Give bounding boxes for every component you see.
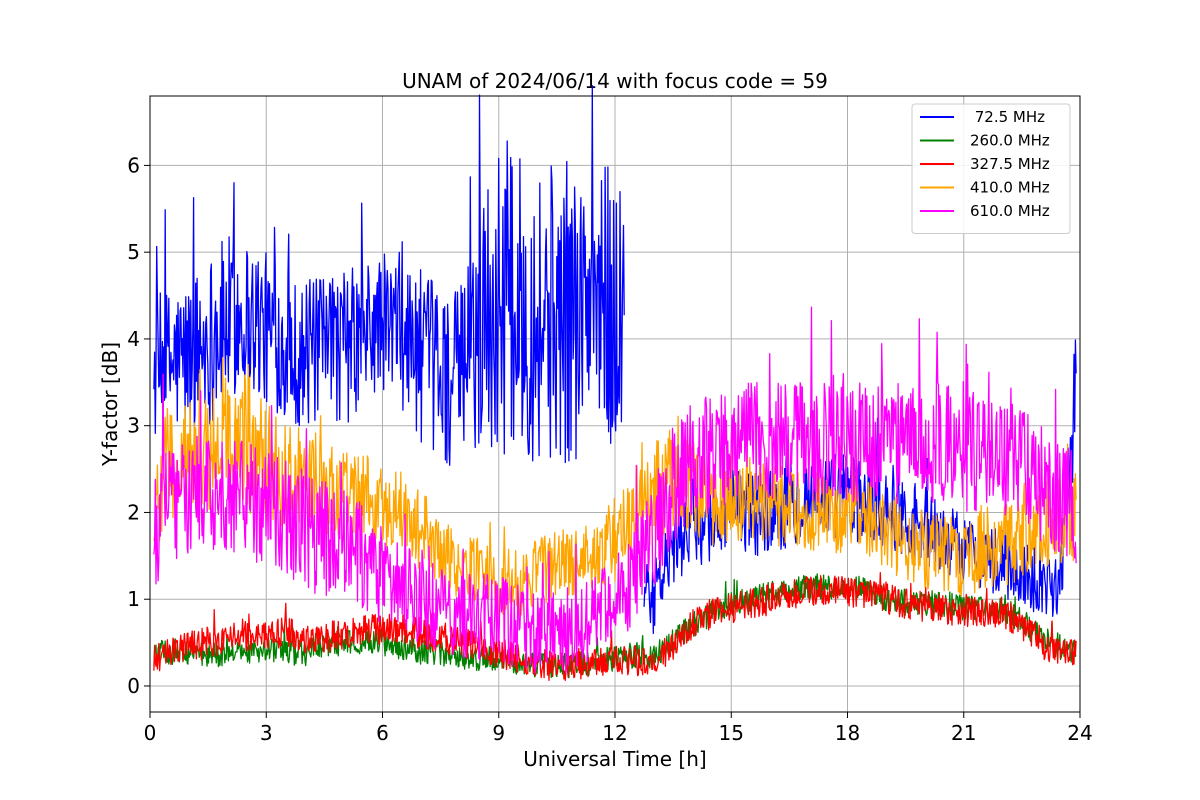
x-tick-label: 12 xyxy=(602,721,627,745)
series-layer xyxy=(153,85,1077,682)
y-tick-label: 0 xyxy=(127,674,140,698)
legend-label: 260.0 MHz xyxy=(970,132,1050,150)
x-tick-label: 0 xyxy=(144,721,157,745)
y-tick-label: 6 xyxy=(127,153,140,177)
y-axis: 0 1 2 3 4 5 6 xyxy=(127,153,150,698)
x-tick-label: 9 xyxy=(492,721,505,745)
legend-label: 72.5 MHz xyxy=(970,108,1045,126)
x-tick-label: 15 xyxy=(719,721,744,745)
legend: 72.5 MHz 260.0 MHz 327.5 MHz 410.0 MHz 610.0… xyxy=(911,103,1071,234)
y-tick-label: 1 xyxy=(127,587,140,611)
legend-label: 610.0 MHz xyxy=(970,202,1050,220)
legend-box xyxy=(911,103,1071,234)
x-tick-label: 21 xyxy=(951,721,976,745)
legend-label: 410.0 MHz xyxy=(970,179,1050,197)
x-tick-label: 6 xyxy=(376,721,389,745)
series-line xyxy=(153,571,1077,682)
y-tick-label: 4 xyxy=(127,327,140,351)
y-tick-label: 5 xyxy=(127,240,140,264)
y-tick-label: 3 xyxy=(127,414,140,438)
x-axis-label: Universal Time [h] xyxy=(523,747,706,771)
series-line xyxy=(153,306,1077,674)
x-axis: 0 3 6 9 12 15 18 21 24 xyxy=(144,712,1093,745)
y-tick-label: 2 xyxy=(127,500,140,524)
legend-label: 327.5 MHz xyxy=(970,155,1050,173)
y-axis-label: Y-factor [dB] xyxy=(98,342,122,467)
x-tick-label: 18 xyxy=(835,721,860,745)
chart-title: UNAM of 2024/06/14 with focus code = 59 xyxy=(402,69,828,93)
x-tick-label: 3 xyxy=(260,721,273,745)
x-tick-label: 24 xyxy=(1067,721,1092,745)
